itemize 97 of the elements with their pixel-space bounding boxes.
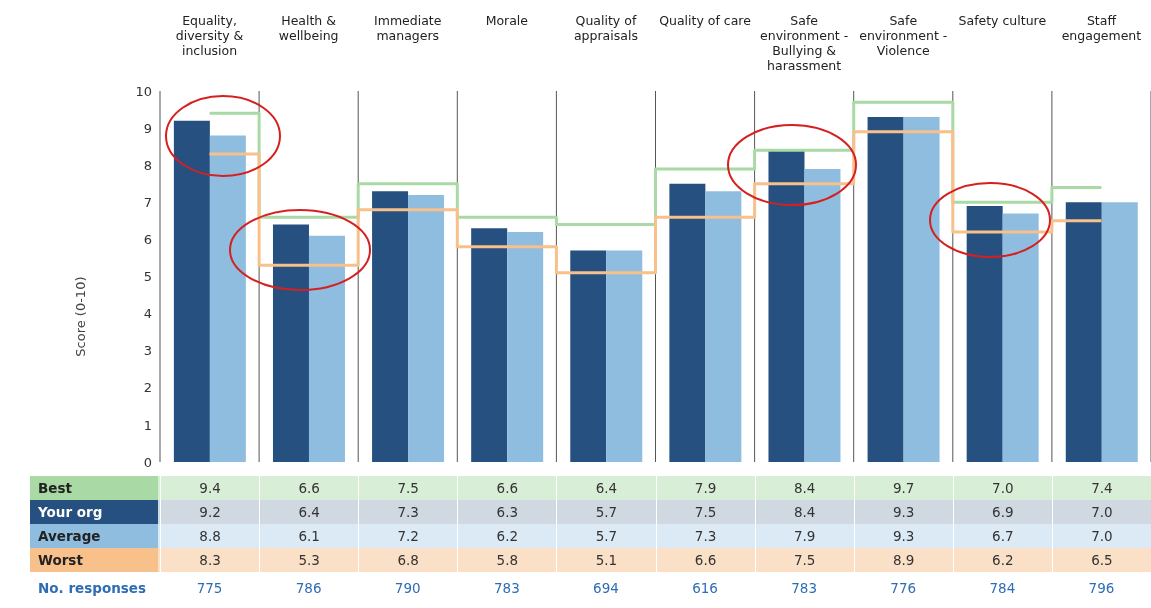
y-tick-label: 10 bbox=[135, 83, 152, 99]
data-label: 7.0 bbox=[952, 476, 1052, 500]
data-label: 7.5 bbox=[655, 500, 755, 524]
data-label: 6.6 bbox=[259, 476, 359, 500]
data-label: 7.5 bbox=[754, 548, 854, 572]
data-label: 6.6 bbox=[655, 548, 755, 572]
data-label: 6.1 bbox=[259, 524, 359, 548]
data-label: 7.9 bbox=[754, 524, 854, 548]
x-tick-label: Safe environment - Violence bbox=[859, 12, 948, 58]
data-label: 7.0 bbox=[1051, 524, 1151, 548]
data-label: 7.0 bbox=[1051, 500, 1151, 524]
y-tick-label: 4 bbox=[143, 306, 152, 322]
text: 784 bbox=[988, 580, 1017, 596]
bar bbox=[173, 120, 210, 462]
y-tick-label: 3 bbox=[143, 343, 152, 359]
bar bbox=[408, 194, 445, 462]
bar bbox=[606, 250, 643, 462]
data-label: 7.3 bbox=[358, 500, 458, 524]
bar bbox=[1065, 202, 1102, 462]
bar bbox=[272, 224, 309, 462]
data-label: 5.8 bbox=[457, 548, 557, 572]
bar bbox=[372, 191, 409, 462]
y-tick-label: 8 bbox=[143, 157, 152, 173]
text: Best bbox=[30, 476, 158, 500]
y-tick-label: 6 bbox=[143, 232, 152, 248]
data-label: 8.4 bbox=[754, 476, 854, 500]
data-label: 6.9 bbox=[952, 500, 1052, 524]
data-label: 6.8 bbox=[358, 548, 458, 572]
bar bbox=[966, 206, 1003, 462]
text: 786 bbox=[294, 580, 323, 596]
data-label: 8.4 bbox=[754, 500, 854, 524]
y-tick-label: 9 bbox=[143, 120, 152, 136]
data-label: 8.9 bbox=[853, 548, 953, 572]
data-label: 5.1 bbox=[556, 548, 656, 572]
data-label: 5.7 bbox=[556, 524, 656, 548]
bar bbox=[471, 228, 508, 462]
text: Worst bbox=[30, 548, 158, 572]
data-label: 6.7 bbox=[952, 524, 1052, 548]
data-label: 6.4 bbox=[259, 500, 359, 524]
bar bbox=[705, 191, 742, 462]
x-tick-label: Safety culture bbox=[958, 12, 1047, 28]
bar bbox=[867, 116, 904, 462]
bar bbox=[804, 168, 841, 462]
bar bbox=[669, 183, 706, 462]
bar bbox=[768, 150, 805, 462]
text: 790 bbox=[393, 580, 422, 596]
text: 783 bbox=[790, 580, 819, 596]
bar bbox=[570, 250, 607, 462]
data-label: 8.3 bbox=[160, 548, 260, 572]
text: No. responses bbox=[38, 580, 147, 596]
bar bbox=[1002, 213, 1039, 462]
x-tick-label: Quality of appraisals bbox=[573, 12, 638, 43]
bar bbox=[903, 116, 940, 462]
x-tick-label: Equality, diversity & inclusion bbox=[175, 12, 244, 58]
text: 694 bbox=[592, 580, 620, 596]
data-label: 9.7 bbox=[853, 476, 953, 500]
data-label: 6.4 bbox=[556, 476, 656, 500]
data-label: 6.6 bbox=[457, 476, 557, 500]
x-tick-label: Morale bbox=[485, 12, 529, 28]
data-label: 7.9 bbox=[655, 476, 755, 500]
text: 616 bbox=[691, 580, 719, 596]
x-tick-label: Immediate managers bbox=[374, 12, 442, 43]
data-label: 7.5 bbox=[358, 476, 458, 500]
text: 783 bbox=[492, 580, 521, 596]
text: Average bbox=[30, 524, 158, 548]
data-label: 8.8 bbox=[160, 524, 260, 548]
text: 796 bbox=[1087, 580, 1116, 596]
data-label: 7.2 bbox=[358, 524, 458, 548]
y-tick-label: 2 bbox=[143, 380, 152, 396]
data-label: 7.3 bbox=[655, 524, 755, 548]
x-tick-label: Staff engagement bbox=[1061, 12, 1142, 43]
data-label: 5.3 bbox=[259, 548, 359, 572]
data-label: 6.3 bbox=[457, 500, 557, 524]
bar bbox=[1101, 202, 1138, 462]
data-label: 9.3 bbox=[853, 524, 953, 548]
y-tick-label: 0 bbox=[143, 454, 152, 470]
bar bbox=[209, 135, 246, 462]
y-axis-title: Score (0-10) bbox=[72, 276, 88, 357]
data-label: 9.3 bbox=[853, 500, 953, 524]
data-label: 9.2 bbox=[160, 500, 260, 524]
data-label: 6.2 bbox=[457, 524, 557, 548]
y-tick-label: 7 bbox=[143, 194, 152, 210]
text: Your org bbox=[30, 500, 158, 524]
x-tick-label: Quality of care bbox=[659, 12, 752, 28]
text: 775 bbox=[195, 580, 224, 596]
y-tick-label: 5 bbox=[143, 269, 152, 285]
y-tick-label: 1 bbox=[143, 417, 152, 433]
data-label: 9.4 bbox=[160, 476, 260, 500]
data-label: 6.2 bbox=[952, 548, 1052, 572]
bar bbox=[308, 235, 345, 462]
data-label: 7.4 bbox=[1051, 476, 1151, 500]
x-tick-label: Health & wellbeing bbox=[278, 12, 339, 43]
data-label: 5.7 bbox=[556, 500, 656, 524]
x-tick-label: Safe environment - Bullying & harassment bbox=[760, 12, 849, 73]
bar bbox=[507, 231, 544, 462]
text: 776 bbox=[889, 580, 918, 596]
data-label: 6.5 bbox=[1051, 548, 1151, 572]
